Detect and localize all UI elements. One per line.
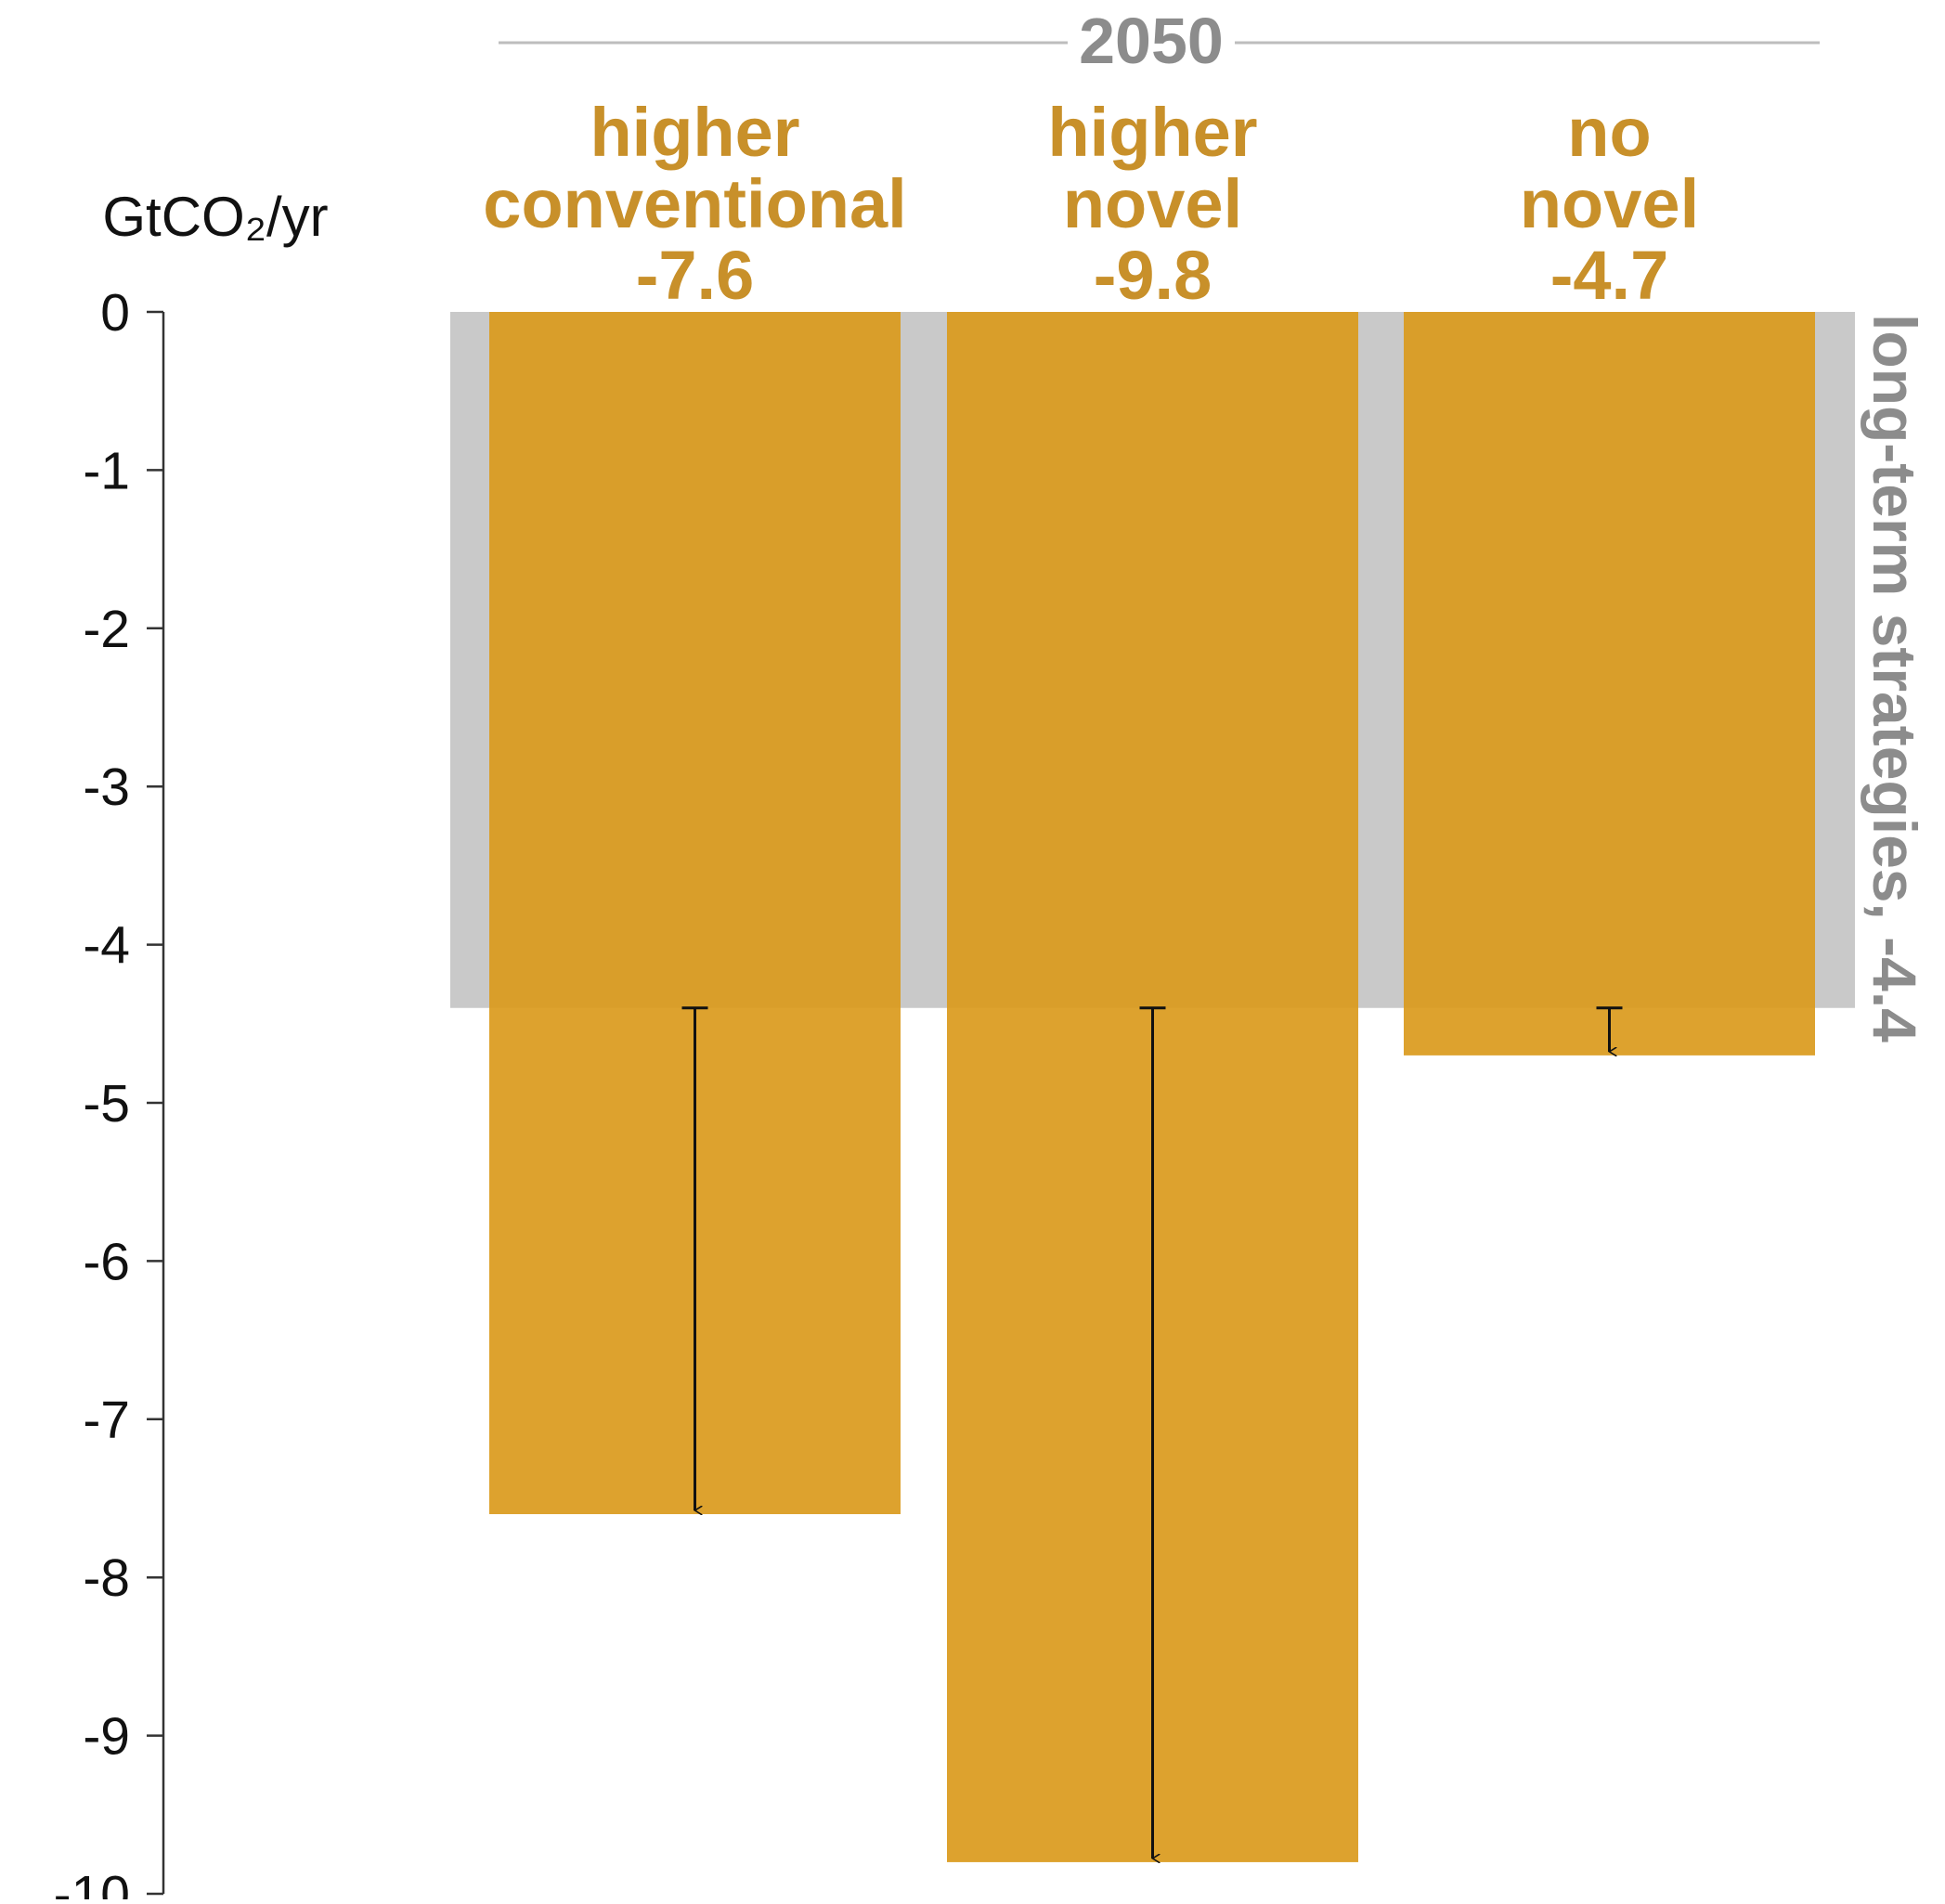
category-label-1-line-1: novel [1063, 165, 1242, 242]
category-value-label-1: -9.8 [1094, 237, 1212, 314]
category-label-1-line-0: higher [1047, 94, 1257, 171]
y-tick-label-1: -1 [83, 441, 130, 500]
y-tick-label-10: -10 [54, 1865, 130, 1899]
category-value-label-2: -4.7 [1550, 237, 1669, 314]
bar-2 [1404, 312, 1815, 1056]
category-labels: higherconventional-7.6highernovel-9.8non… [483, 94, 1699, 314]
y-tick-label-6: -6 [83, 1232, 130, 1291]
y-tick-label-9: -9 [83, 1707, 130, 1767]
y-tick-label-2: -2 [83, 600, 130, 659]
y-axis-unit-label: GtCO₂/yr [102, 186, 328, 248]
y-tick-label-7: -7 [83, 1391, 130, 1450]
y-tick-label-8: -8 [83, 1548, 130, 1608]
y-tick-label-0: 0 [100, 283, 130, 343]
category-label-0-line-1: conventional [483, 165, 906, 242]
category-value-label-0: -7.6 [636, 237, 755, 314]
bars-layer [489, 312, 1815, 1862]
y-axis: 0 -1 -2 -3 -4 -5 -6 -7 -8 -9 -10 [54, 283, 165, 1904]
reference-label: long-term strategies, -4.4 [1861, 314, 1929, 1043]
category-label-2-line-0: no [1567, 94, 1651, 171]
group-label: 2050 [1079, 5, 1224, 77]
y-tick-label-5: -5 [83, 1074, 130, 1133]
y-tick-label-4: -4 [83, 916, 130, 976]
category-label-0-line-0: higher [590, 94, 799, 171]
y-tick-label-3: -3 [83, 758, 130, 817]
category-label-2-line-1: novel [1520, 165, 1699, 242]
